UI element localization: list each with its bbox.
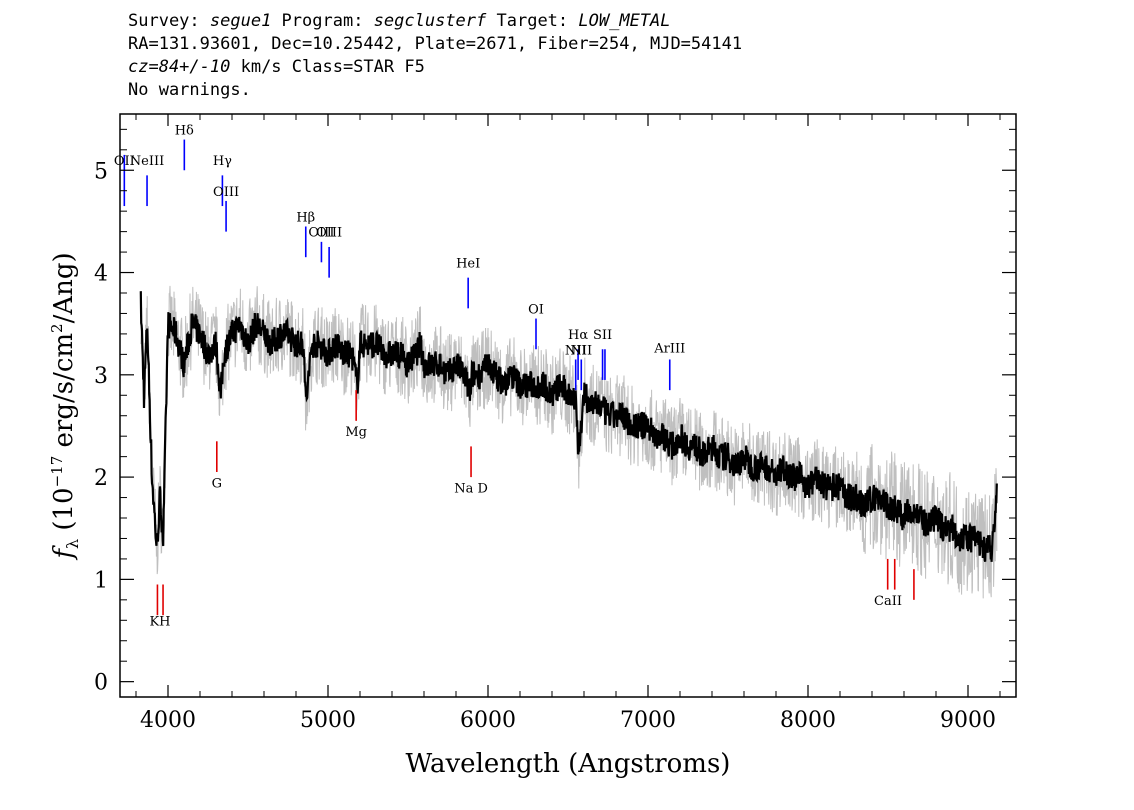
y-axis-exp2: 2: [48, 323, 66, 333]
absorption-line-label: Mg: [345, 425, 367, 440]
emission-line-label: HeI: [456, 256, 480, 271]
target-label: Target:: [486, 11, 579, 31]
emission-line-label: OI: [528, 302, 544, 317]
y-tick-label: 2: [94, 466, 108, 491]
y-axis-lambda: λ: [63, 539, 82, 549]
emission-line-label: Hδ: [175, 123, 194, 138]
y-axis-exp1: −17: [48, 456, 66, 488]
y-tick-label: 1: [94, 568, 108, 593]
y-tick-label: 3: [94, 364, 108, 389]
program-value: segclusterf: [373, 11, 487, 31]
axis-ticks-layer: 4000 5000 6000 7000 8000 9000 0 1 2 3 4 5: [94, 114, 1016, 733]
emission-line-label: ArIII: [653, 341, 685, 356]
header-line-redshift: cz=84+/-10 km/s Class=STAR F5: [128, 56, 742, 79]
spectrum-header: Survey: segue1 Program: segclusterf Targ…: [128, 10, 742, 102]
y-tick-label: 0: [94, 671, 108, 696]
x-tick-label: 7000: [620, 708, 676, 733]
y-axis-mid: erg/s/cm: [49, 333, 79, 456]
emission-line-label: OIII: [213, 185, 239, 200]
header-line-warnings: No warnings.: [128, 80, 251, 100]
y-axis-title: fλ (10−17 erg/s/cm2/Ang): [48, 252, 82, 560]
survey-label: Survey:: [128, 11, 210, 31]
y-axis-close: /Ang): [49, 252, 79, 323]
y-axis-open: (10: [49, 487, 79, 539]
absorption-group-label: KH: [149, 614, 170, 629]
emission-line-label: NII: [570, 343, 592, 358]
absorption-line-label: Na D: [454, 481, 488, 496]
x-tick-label: 5000: [300, 708, 356, 733]
y-tick-label: 4: [94, 262, 108, 287]
x-tick-label: 9000: [940, 708, 996, 733]
survey-value: segue1: [209, 11, 272, 31]
emission-line-label: Hα: [568, 328, 588, 343]
absorption-line-label: G: [212, 476, 222, 491]
emission-line-label: SII: [593, 328, 612, 343]
flux-series-line: [139, 291, 998, 562]
emission-line-label: Hβ: [296, 210, 315, 225]
emission-line-label: NII: [565, 343, 587, 358]
emission-line-label: OIII: [308, 226, 334, 241]
x-axis-title: Wavelength (Angstroms): [406, 749, 731, 779]
emission-line-label: NeIII: [130, 154, 164, 169]
header-line-survey: Survey: segue1 Program: segclusterf Targ…: [128, 10, 742, 33]
x-tick-label: 8000: [780, 708, 836, 733]
flux-layer: [139, 291, 998, 562]
program-label: Program:: [271, 11, 374, 31]
target-value: LOW_METAL: [578, 11, 671, 31]
emission-line-label: OIII: [316, 226, 342, 241]
cz-value: cz=84+/-10: [128, 57, 231, 77]
absorption-group-label: CaII: [874, 594, 902, 609]
plot-frame: [119, 113, 1017, 698]
y-tick-label: 5: [94, 159, 108, 184]
header-line-coords: RA=131.93601, Dec=10.25442, Plate=2671, …: [128, 34, 743, 54]
spectral-lines-layer: OIINeIIIHδHγOIIIHβOIIIOIIIHeIOINIIHαNIIS…: [114, 123, 915, 629]
emission-line-label: Hγ: [213, 154, 232, 169]
x-tick-label: 4000: [140, 708, 196, 733]
class-value: km/s Class=STAR F5: [230, 57, 425, 77]
emission-line-label: OII: [114, 154, 135, 169]
x-tick-label: 6000: [460, 708, 516, 733]
